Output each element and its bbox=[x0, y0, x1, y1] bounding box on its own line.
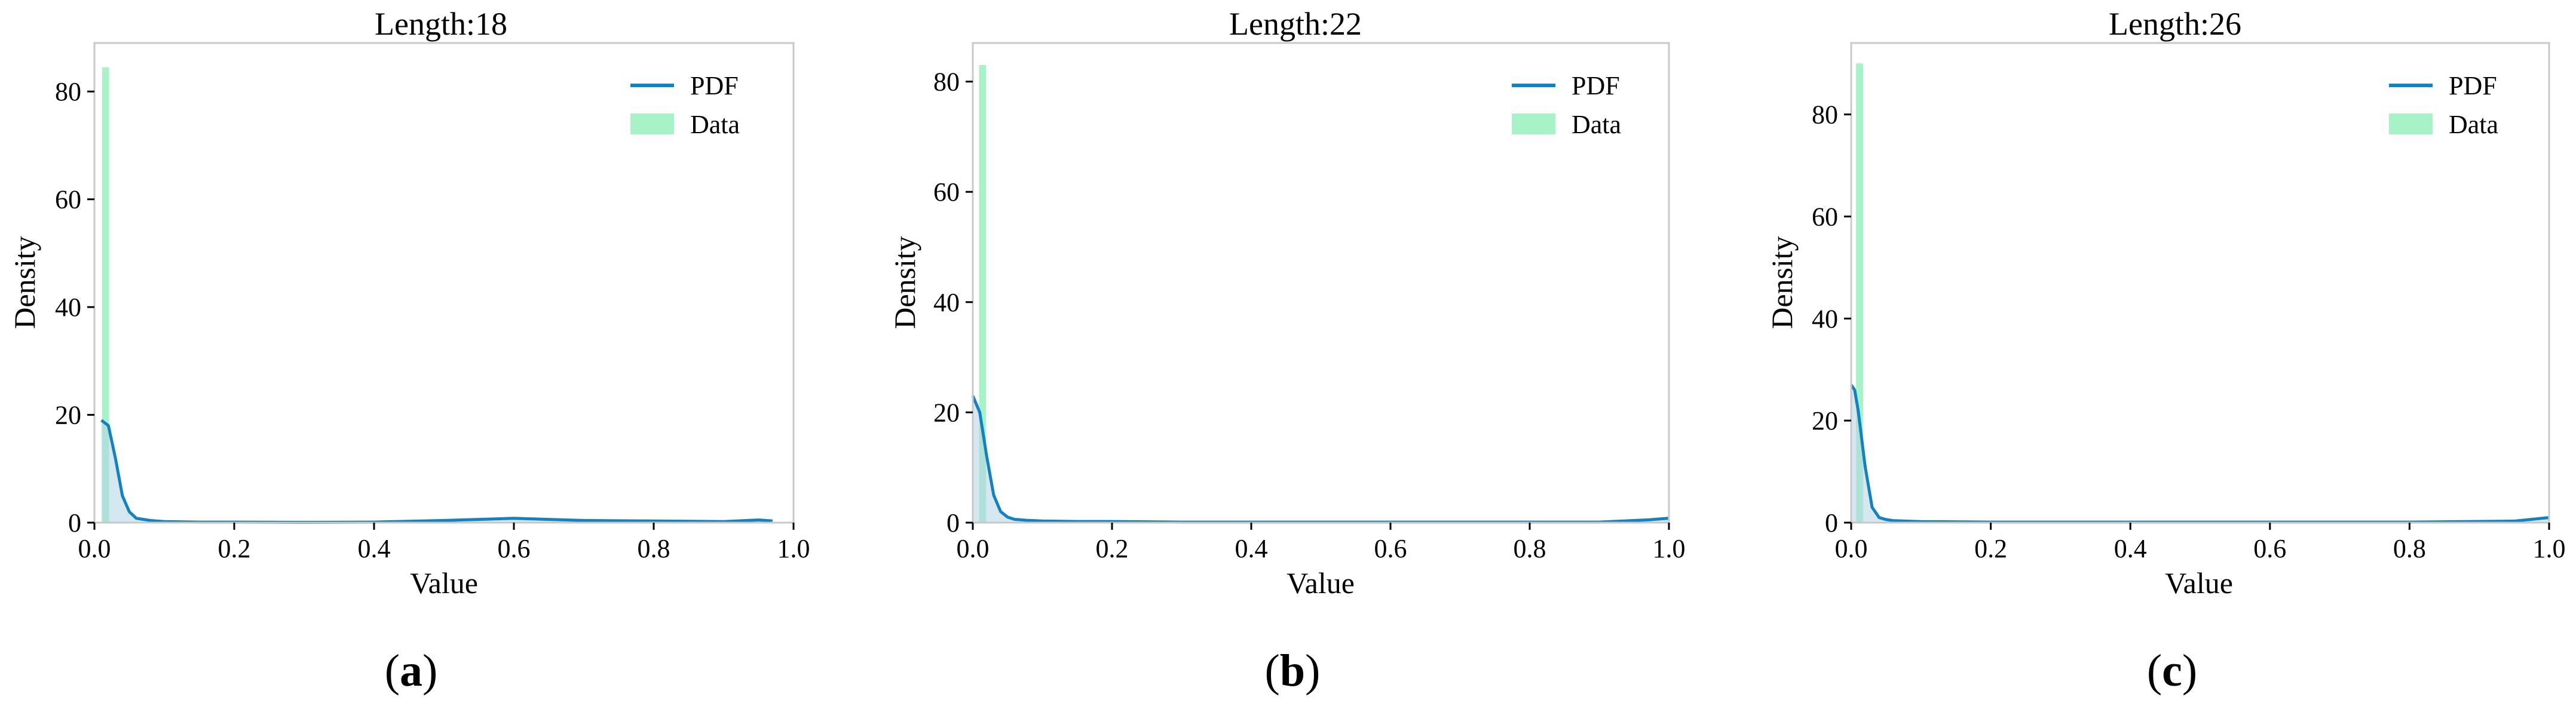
y-tick-label: 0 bbox=[1825, 508, 1838, 538]
x-tick-label: 0.0 bbox=[957, 534, 990, 563]
y-tick-label: 60 bbox=[933, 177, 960, 207]
x-tick-label: 0.4 bbox=[2114, 534, 2147, 563]
histogram-bar-0 bbox=[979, 65, 987, 523]
caption-letter: c bbox=[2162, 646, 2182, 696]
y-tick-label: 60 bbox=[55, 185, 81, 214]
plot-frame bbox=[93, 42, 795, 524]
plot-frame bbox=[1850, 42, 2550, 524]
caption-close-paren: ) bbox=[1305, 646, 1320, 696]
pdf-line bbox=[971, 395, 1670, 524]
caption-open-paren: ( bbox=[385, 646, 400, 696]
pdf-area bbox=[973, 395, 1669, 523]
y-tick-label: 0 bbox=[947, 508, 960, 538]
chart-title: Length:22 bbox=[1229, 6, 1362, 42]
x-tick-label: 0.2 bbox=[218, 534, 251, 563]
y-tick-label: 80 bbox=[1812, 100, 1838, 130]
caption-letter: b bbox=[1280, 646, 1305, 696]
x-tick-label: 0.0 bbox=[1835, 534, 1868, 563]
y-tick-label: 40 bbox=[933, 288, 960, 317]
legend-data-label: Data bbox=[2449, 110, 2498, 139]
x-axis-label: Value bbox=[2165, 566, 2233, 600]
chart-panel-length-26: Length:26 0.0 0.2 0.4 0.6 0.8 1.0 0 20 40 60 80 Va… bbox=[1765, 6, 2566, 696]
y-tick-label: 20 bbox=[55, 401, 81, 430]
axis-ticks: 0.0 0.2 0.4 0.6 0.8 1.0 0 20 40 60 80 bbox=[933, 67, 1686, 563]
histogram-bars bbox=[102, 67, 109, 523]
x-tick-label: 0.8 bbox=[638, 534, 670, 563]
x-tick-label: 0.8 bbox=[2393, 534, 2426, 563]
panel-caption: (a) bbox=[385, 646, 438, 696]
pdf-curve-group bbox=[100, 419, 773, 524]
pdf-line bbox=[100, 419, 773, 524]
histogram-bars bbox=[1856, 63, 1863, 523]
histogram-bars bbox=[979, 65, 987, 523]
x-tick-label: 0.2 bbox=[1096, 534, 1129, 563]
legend: PDF Data bbox=[2389, 71, 2498, 139]
x-axis-label: Value bbox=[410, 566, 478, 600]
y-tick-label: 40 bbox=[55, 293, 81, 322]
legend: PDF Data bbox=[1512, 71, 1621, 139]
chart-title: Length:18 bbox=[375, 6, 507, 42]
axis-ticks: 0.0 0.2 0.4 0.6 0.8 1.0 0 20 40 60 80 bbox=[55, 77, 810, 563]
caption-letter: a bbox=[400, 646, 422, 696]
x-tick-label: 1.0 bbox=[1653, 534, 1686, 563]
legend-data-swatch bbox=[630, 113, 674, 134]
legend: PDF Data bbox=[630, 71, 740, 139]
x-tick-label: 0.2 bbox=[1974, 534, 2007, 563]
chart-title: Length:26 bbox=[2109, 6, 2241, 42]
x-tick-label: 1.0 bbox=[777, 534, 810, 563]
legend-data-swatch bbox=[2389, 113, 2433, 134]
y-axis-label: Density bbox=[888, 236, 921, 329]
histogram-bar-0 bbox=[1856, 63, 1863, 523]
axis-ticks: 0.0 0.2 0.4 0.6 0.8 1.0 0 20 40 60 80 bbox=[1812, 100, 2566, 563]
plot-frame bbox=[972, 42, 1670, 524]
pdf-area bbox=[1851, 385, 2549, 523]
pdf-curve-group bbox=[1849, 383, 2550, 524]
y-tick-label: 60 bbox=[1812, 202, 1838, 231]
legend-data-label: Data bbox=[690, 110, 740, 139]
caption-open-paren: ( bbox=[1265, 646, 1280, 696]
x-tick-label: 0.4 bbox=[358, 534, 391, 563]
y-tick-label: 20 bbox=[1812, 406, 1838, 435]
y-tick-label: 0 bbox=[68, 508, 81, 538]
legend-pdf-label: PDF bbox=[690, 71, 739, 100]
pdf-curve-group bbox=[971, 395, 1670, 524]
y-tick-label: 80 bbox=[55, 77, 81, 106]
caption-open-paren: ( bbox=[2147, 646, 2162, 696]
x-tick-label: 0.8 bbox=[1514, 534, 1546, 563]
y-tick-label: 40 bbox=[1812, 304, 1838, 333]
x-tick-label: 0.6 bbox=[2253, 534, 2286, 563]
x-tick-label: 0.4 bbox=[1235, 534, 1268, 563]
chart-panel-length-22: Length:22 0.0 0.2 0.4 0.6 0.8 1.0 0 20 40 60 80 Va… bbox=[888, 6, 1686, 696]
x-axis-label: Value bbox=[1287, 566, 1355, 600]
y-axis-label: Density bbox=[1765, 236, 1799, 329]
y-axis-label: Density bbox=[8, 236, 41, 329]
y-tick-label: 80 bbox=[933, 67, 960, 97]
x-tick-label: 0.6 bbox=[1374, 534, 1407, 563]
legend-pdf-label: PDF bbox=[2449, 71, 2497, 100]
panel-caption: (b) bbox=[1265, 646, 1321, 696]
pdf-line bbox=[1849, 383, 2550, 524]
x-tick-label: 0.6 bbox=[498, 534, 531, 563]
x-tick-label: 0.0 bbox=[78, 534, 111, 563]
legend-pdf-label: PDF bbox=[1572, 71, 1620, 100]
pdf-area bbox=[101, 420, 773, 523]
chart-panel-length-18: Length:18 0.0 0.2 0.4 0.6 0.8 1.0 0 20 40 60 80 Va… bbox=[8, 6, 810, 696]
y-tick-label: 20 bbox=[933, 398, 960, 427]
panel-caption: (c) bbox=[2147, 646, 2197, 696]
caption-close-paren: ) bbox=[422, 646, 437, 696]
legend-data-label: Data bbox=[1572, 110, 1621, 139]
x-tick-label: 1.0 bbox=[2533, 534, 2566, 563]
legend-data-swatch bbox=[1512, 113, 1555, 134]
caption-close-paren: ) bbox=[2182, 646, 2197, 696]
histogram-bar-0 bbox=[102, 67, 109, 523]
